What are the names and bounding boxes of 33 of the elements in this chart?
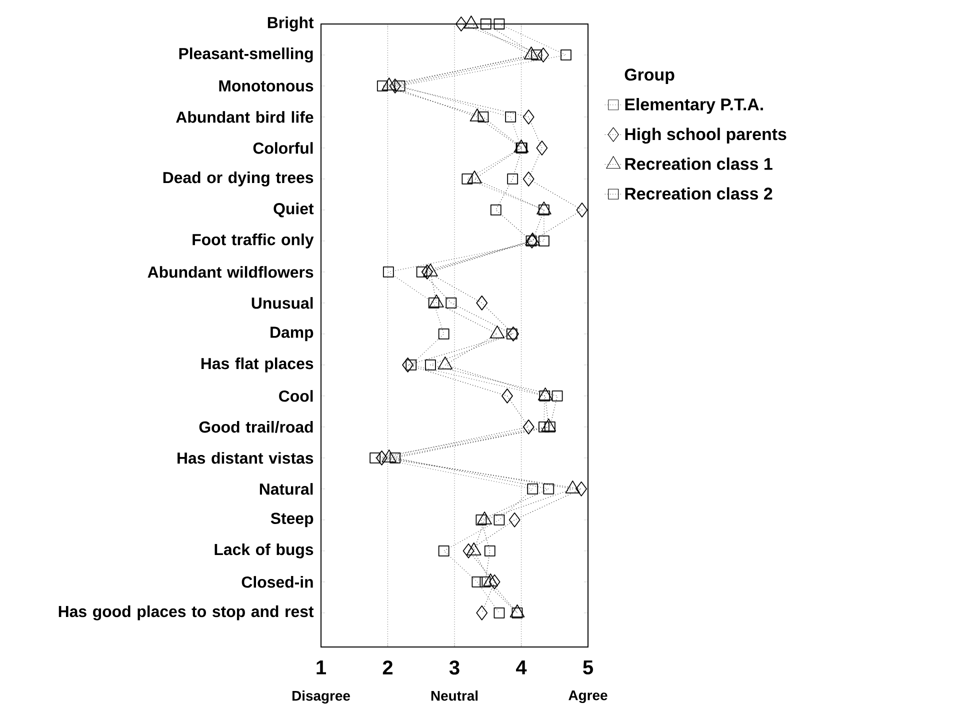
y-tick-label: Natural <box>260 483 313 495</box>
legend-label: Recreation class 1 <box>625 157 772 170</box>
y-tick-label: Steep <box>270 512 314 528</box>
y-tick-label: Pleasant-smelling <box>179 48 313 62</box>
y-tick-label: Bright <box>268 16 314 32</box>
y-tick-label: Monotonous <box>219 80 314 92</box>
legend-label: High school parents <box>625 128 786 144</box>
text: Disagree <box>292 690 350 704</box>
y-tick-label: Quiet <box>274 202 314 218</box>
y-tick-label: Cool <box>279 390 313 402</box>
y-tick-label: Foot traffic only <box>192 234 314 248</box>
y-tick-label: Unusual <box>252 297 313 309</box>
y-tick-label: Has distant vistas <box>178 452 314 464</box>
y-tick-label: Good trail/road <box>199 420 313 433</box>
y-tick-label: Colorful <box>253 142 313 154</box>
x-tick-label: 2 <box>382 660 392 674</box>
y-tick-label: Lack of bugs <box>214 543 314 558</box>
y-tick-label: Has good places to stop and rest <box>58 605 314 620</box>
x-tick-label: 3 <box>449 660 460 675</box>
x-tick-label: 4 <box>516 660 527 674</box>
y-tick-label: Abundant bird life <box>176 111 314 123</box>
y-tick-label: Damp <box>270 326 314 342</box>
x-tick-label: 1 <box>316 660 326 674</box>
legend-title: Group <box>624 68 674 84</box>
y-tick-label: Closed-in <box>242 576 313 588</box>
y-tick-label: Has flat places <box>201 358 314 372</box>
text: Neutral <box>431 690 478 701</box>
legend-label: Recreation class 2 <box>625 187 772 200</box>
legend-label: Elementary P.T.A. <box>625 98 763 114</box>
y-tick-label: Abundant wildflowers <box>148 266 314 278</box>
text: Agree <box>568 690 608 704</box>
x-tick-label: 5 <box>583 660 593 674</box>
y-tick-label: Dead or dying trees <box>163 172 314 186</box>
